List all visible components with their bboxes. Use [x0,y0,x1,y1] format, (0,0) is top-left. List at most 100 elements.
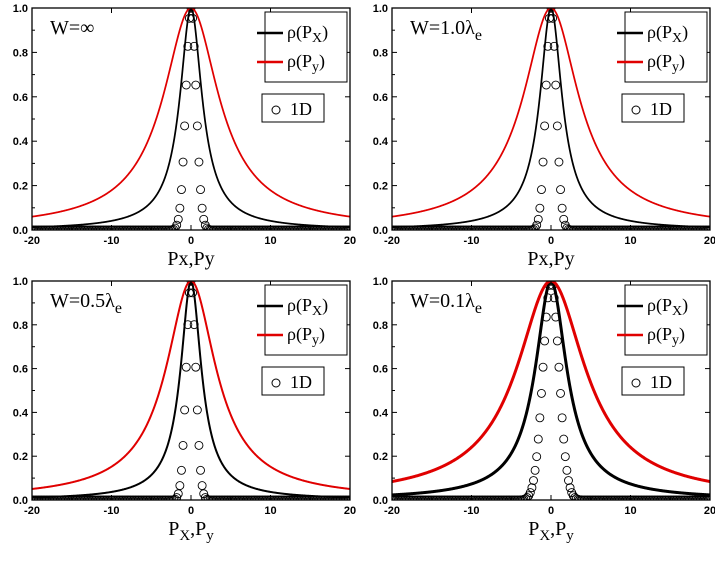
x-tick-label: 0 [188,235,194,247]
legend-label-rho-py: ρ(Py) [647,324,685,348]
legend-label-1d: 1D [650,372,672,392]
x-tick-label: 20 [704,235,715,247]
series-rho-px [32,8,350,229]
series-rho-px [32,281,350,499]
series-1d-point [532,452,542,462]
chart-panel-1: -20 -10 0 10 200.00.20.40.60.81.0W=∞ ρ(PX)ρ(P… [13,3,356,270]
x-tick-label: 0 [548,505,554,517]
legend-label-rho-px: ρ(PX) [287,295,328,319]
x-tick-label: 10 [264,235,276,247]
series-1d-point [564,476,573,485]
series-rho-py [392,281,710,484]
series-1d-point [521,494,531,500]
series-rho-px [392,8,710,229]
legend: ρ(PX) ρ(Py) 1D [617,284,708,396]
series-rho-py [32,281,350,490]
series-1d-point [200,493,210,500]
legend-marker-1d [271,105,281,115]
x-tick-label: -20 [384,235,400,247]
series-1d-point [194,157,204,167]
series-1d-point [559,214,569,224]
series-1d-point [178,157,188,167]
series-1d-point [189,41,199,51]
series-1d-point [173,214,183,224]
series-1d-point [537,185,546,195]
series-1d-point [192,121,202,131]
chart-panel-3: -20 -10 0 10 20 0.0 0.2 0.4 0.6 0.8 1.0 W=0.5λe ρ(PX… [13,276,356,544]
y-tick-label: 0.6 [373,364,388,376]
x-tick-label: 20 [344,235,356,247]
legend-label-rho-py: ρ(Py) [287,324,325,348]
x-tick-label: 0 [188,505,194,517]
y-tick-label: 0.8 [13,320,28,332]
series-1d-point [196,465,205,475]
panel-label: W=0.1λe [410,290,482,317]
x-tick-label: -10 [104,235,120,247]
panel-label: W=0.5λe [50,290,122,317]
series-1d-point [551,80,561,90]
y-tick-label: 0.2 [373,181,388,193]
legend-label-rho-px: ρ(PX) [287,22,328,46]
series-1d-point [532,220,542,230]
legend-label-1d: 1D [650,99,672,119]
series-1d-point [194,440,204,450]
x-tick-label: -10 [104,505,120,517]
y-tick-label: 1.0 [373,3,388,15]
series-1d-point [191,80,201,90]
series-1d-point [562,465,572,475]
y-tick-label: 1.0 [373,276,388,288]
series-1d-point [557,413,567,423]
series-1d-point [170,494,180,500]
legend-box [264,284,348,356]
series-1d-point [175,203,185,213]
series-1d-point [199,489,209,499]
x-axis-label: PX,Py [528,518,574,544]
series-rho-px [392,281,710,497]
y-tick-label: 0.4 [373,136,389,148]
y-tick-label: 0.6 [373,92,388,104]
series-1d-point [172,220,182,230]
legend: ρ(PX) ρ(Py) 1D [617,11,708,123]
series-1d-point [540,121,550,131]
series-1d-point [535,413,545,423]
legend-label-1d: 1D [290,372,312,392]
x-tick-label: -20 [24,235,40,247]
panel-label: W=1.0λe [410,17,482,44]
series-1d-point [559,434,569,444]
series-1d-point [543,41,553,51]
y-tick-label: 0.0 [373,225,388,237]
series-1d-point [192,405,202,415]
series-1d-point [183,41,193,51]
series-rho-py [392,8,710,218]
series-1d-point [538,157,548,167]
chart-panel-4: -20 -10 0 10 20 0.0 0.2 0.4 0.6 0.8 1.0 W=0.1λe ρ(PX… [373,276,715,544]
y-tick-label: 0.0 [373,495,388,507]
series-1d-point [533,434,543,444]
series-1d-point [570,493,580,500]
series-1d-point [177,185,186,195]
legend-label-rho-py: ρ(Py) [287,51,325,75]
legend: ρ(PX) ρ(Py) 1D [257,11,348,123]
legend-box [624,284,708,356]
plot-area [32,8,350,230]
legend-marker-1d [271,378,281,388]
series-1d-point [170,223,180,230]
y-tick-label: 0.0 [13,495,28,507]
x-tick-label: -20 [384,505,400,517]
legend-marker-1d [631,378,641,388]
series-1d-point [180,121,190,131]
series-1d-point [556,388,565,398]
series-1d-point [196,185,205,195]
series-1d-point [552,336,562,346]
series-1d-point [522,493,532,500]
series-1d-point [554,362,564,372]
y-tick-label: 1.0 [13,3,28,15]
series-1d-point [197,481,207,491]
y-tick-label: 0.8 [373,47,388,59]
series-rho-py [32,8,350,218]
y-tick-label: 0.0 [13,225,28,237]
series-1d-point [178,440,188,450]
series-1d-point [177,465,186,475]
series-1d-point [181,362,191,372]
series-1d-point [535,203,545,213]
